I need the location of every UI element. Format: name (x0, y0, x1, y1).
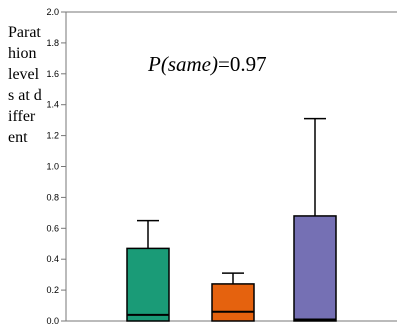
p-value: =0.97 (218, 52, 267, 76)
y-axis-ticks: 0.0 0.2 0.4 0.6 0.8 1.0 1.2 1.4 1.6 1.8 2.0 (46, 7, 66, 324)
bars (126, 117, 337, 322)
y-tick-label: 0.0 (46, 316, 59, 324)
y-tick-label: 0.2 (46, 285, 59, 295)
y-tick-label: 1.0 (46, 162, 59, 172)
bar (293, 215, 337, 322)
y-tick-label: 0.6 (46, 223, 59, 233)
bar (211, 283, 255, 322)
bar (126, 247, 170, 322)
y-tick-label: 1.4 (46, 100, 59, 110)
y-tick-label: 1.2 (46, 131, 59, 141)
y-tick-label: 2.0 (46, 7, 59, 17)
y-tick-label: 0.8 (46, 192, 59, 202)
y-tick-label: 1.8 (46, 38, 59, 48)
y-axis-title: Parathion levels at different (8, 24, 42, 146)
p-value-annotation: P(same)=0.97 (147, 52, 267, 76)
p-label: P(same) (147, 52, 218, 76)
y-tick-label: 0.4 (46, 254, 59, 264)
y-tick-label: 1.6 (46, 69, 59, 79)
